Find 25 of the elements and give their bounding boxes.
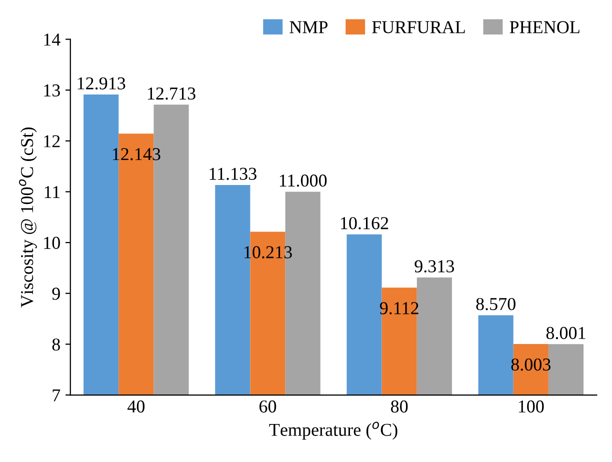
y-tick-label: 11 [44,186,60,198]
x-tick-label: 100 [518,400,544,413]
legend-label: FURFURAL [372,21,465,34]
y-tick-label: 14 [44,34,60,46]
y-tick-label: 9 [52,288,60,300]
legend-label: PHENOL [510,21,580,34]
data-label: 10.162 [341,217,388,230]
x-tick-label: 80 [390,400,408,413]
data-label: 8.001 [546,326,586,340]
y-tick-label: 10 [44,236,60,249]
y-tick-label: 7 [52,389,60,402]
data-label: 12.913 [78,77,126,90]
data-label: 8.570 [476,298,516,310]
x-tick-label: 40 [127,400,145,413]
y-axis-title: Viscosity @ 100$^{o}$C (cSt) [18,127,37,308]
legend-label: NMP [290,21,328,34]
y-tick-label: 12 [44,135,60,148]
x-axis-title: Temperature ($^{o}$C) [269,422,398,440]
x-tick-label: 60 [260,400,276,413]
data-label: 9.313 [414,260,454,272]
data-label: 11.000 [280,174,327,187]
data-label: 11.133 [210,168,256,180]
y-tick-label: 8 [52,338,60,351]
y-tick-label: 13 [44,84,60,97]
data-label: 12.713 [148,87,196,100]
